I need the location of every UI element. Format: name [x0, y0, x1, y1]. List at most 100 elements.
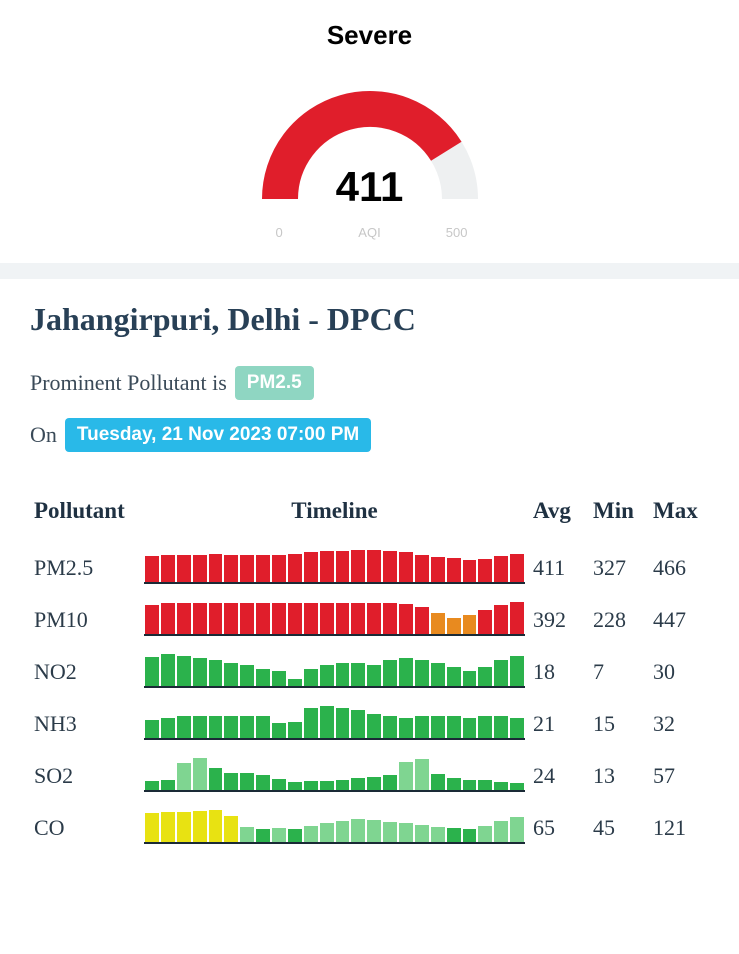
- col-min: Min: [589, 490, 649, 542]
- pollutant-avg: 21: [529, 698, 589, 750]
- spark-bar: [447, 828, 461, 842]
- spark-bar: [224, 816, 238, 842]
- spark-bar: [177, 812, 191, 842]
- aqi-value: 411: [240, 163, 500, 211]
- pollutant-avg: 18: [529, 646, 589, 698]
- spark-bar: [351, 710, 365, 738]
- spark-bar: [367, 665, 381, 686]
- spark-bar: [161, 718, 175, 738]
- spark-bar: [478, 780, 492, 790]
- spark-bar: [161, 603, 175, 634]
- spark-bar: [224, 773, 238, 790]
- timestamp-prefix: On: [30, 422, 57, 448]
- spark-bar: [447, 558, 461, 582]
- spark-bar: [272, 779, 286, 790]
- spark-bar: [351, 778, 365, 790]
- spark-bar: [510, 602, 524, 634]
- spark-bar: [320, 781, 334, 790]
- spark-bar: [447, 778, 461, 790]
- spark-bar: [463, 560, 477, 582]
- spark-bar: [431, 663, 445, 686]
- spark-bar: [399, 762, 413, 790]
- spark-bar: [304, 826, 318, 842]
- table-row: SO2241357: [30, 750, 709, 802]
- pollutant-table: Pollutant Timeline Avg Min Max PM2.54113…: [30, 490, 709, 854]
- spark-bar: [383, 822, 397, 842]
- spark-bar: [351, 819, 365, 842]
- spark-bar: [383, 660, 397, 686]
- spark-bar: [256, 829, 270, 842]
- spark-bar: [447, 667, 461, 686]
- spark-bar: [224, 716, 238, 738]
- pollutant-avg: 392: [529, 594, 589, 646]
- spark-bar: [177, 763, 191, 790]
- spark-bar: [431, 774, 445, 790]
- spark-bar: [256, 775, 270, 790]
- spark-bar: [161, 780, 175, 790]
- spark-bar: [494, 556, 508, 582]
- spark-bar: [399, 552, 413, 582]
- spark-bar: [383, 775, 397, 790]
- spark-bar: [209, 768, 223, 790]
- aqi-gauge: 411: [240, 69, 500, 219]
- pollutant-sparkline: [140, 750, 529, 802]
- spark-bar: [336, 780, 350, 790]
- table-row: PM10 392228447: [30, 594, 709, 646]
- aqi-status-label: Severe: [30, 20, 709, 51]
- pollutant-max: 30: [649, 646, 709, 698]
- table-header-row: Pollutant Timeline Avg Min Max: [30, 490, 709, 542]
- spark-bar: [145, 605, 159, 634]
- spark-bar: [161, 654, 175, 686]
- spark-bar: [447, 618, 461, 634]
- spark-bar: [224, 555, 238, 582]
- spark-bar: [383, 551, 397, 582]
- spark-bar: [288, 829, 302, 842]
- table-row: NO218730: [30, 646, 709, 698]
- pollutant-max: 466: [649, 542, 709, 594]
- spark-bar: [288, 782, 302, 790]
- spark-bar: [336, 603, 350, 634]
- spark-bar: [288, 554, 302, 582]
- spark-bar: [336, 821, 350, 842]
- pollutant-name: PM10: [30, 594, 140, 646]
- spark-bar: [510, 554, 524, 582]
- pollutant-name: NO2: [30, 646, 140, 698]
- spark-bar: [320, 706, 334, 738]
- spark-bar: [240, 603, 254, 634]
- spark-bar: [193, 658, 207, 686]
- spark-bar: [478, 559, 492, 582]
- spark-bar: [288, 679, 302, 686]
- spark-bar: [510, 783, 524, 790]
- spark-bar: [494, 821, 508, 842]
- spark-bar: [494, 782, 508, 790]
- spark-bar: [463, 780, 477, 790]
- spark-bar: [431, 716, 445, 738]
- spark-bar: [209, 716, 223, 738]
- pollutant-avg: 65: [529, 802, 589, 854]
- spark-bar: [304, 603, 318, 634]
- spark-bar: [367, 550, 381, 582]
- spark-bar: [351, 550, 365, 582]
- prominent-prefix: Prominent Pollutant is: [30, 370, 227, 396]
- spark-bar: [478, 826, 492, 842]
- spark-bar: [399, 604, 413, 634]
- spark-bar: [367, 777, 381, 790]
- spark-bar: [320, 603, 334, 634]
- spark-bar: [478, 667, 492, 686]
- pollutant-sparkline: [140, 802, 529, 854]
- pollutant-sparkline: [140, 698, 529, 750]
- spark-bar: [209, 810, 223, 842]
- spark-bar: [145, 781, 159, 790]
- col-max: Max: [649, 490, 709, 542]
- spark-bar: [431, 827, 445, 842]
- pollutant-max: 447: [649, 594, 709, 646]
- spark-bar: [193, 603, 207, 634]
- spark-bar: [351, 603, 365, 634]
- spark-bar: [478, 610, 492, 634]
- pollutant-sparkline: [140, 542, 529, 594]
- spark-bar: [193, 811, 207, 842]
- section-divider: [0, 263, 739, 279]
- pollutant-min: 228: [589, 594, 649, 646]
- spark-bar: [399, 658, 413, 686]
- spark-bar: [367, 820, 381, 842]
